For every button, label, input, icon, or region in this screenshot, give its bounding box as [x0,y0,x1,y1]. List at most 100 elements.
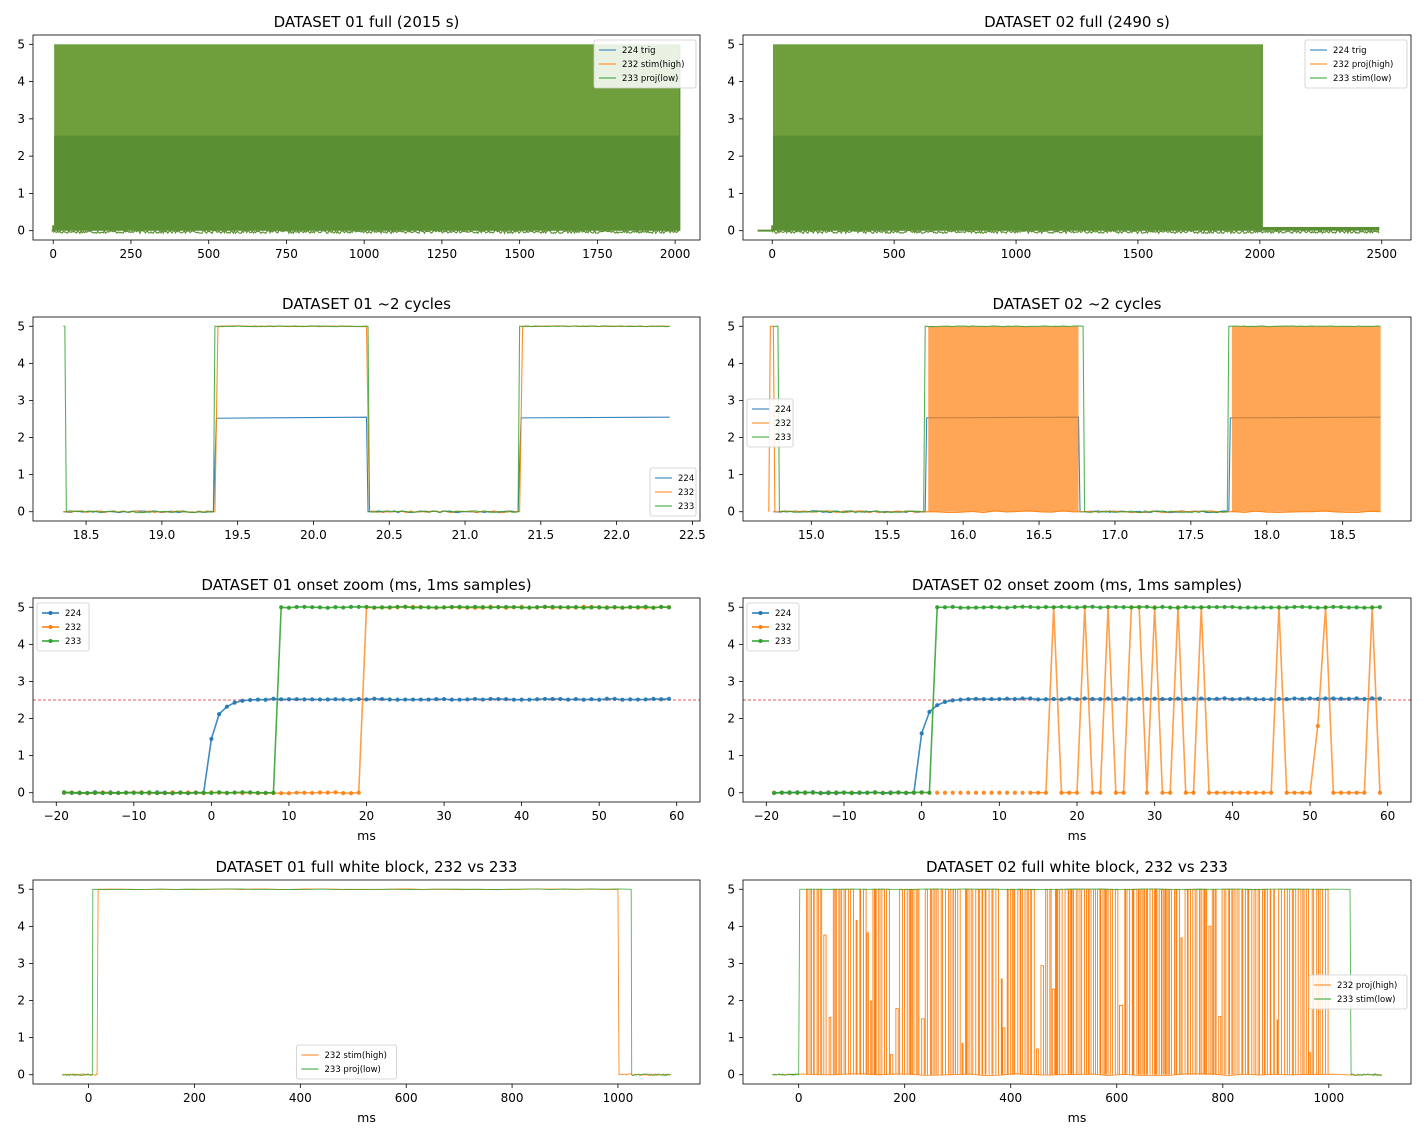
marker-233 [170,791,175,796]
plot-area [757,44,1380,235]
chart-ds02_block: DATASET 02 full white block, 232 vs 233 0… [727,858,1412,1125]
legend-label: 224 [65,609,81,619]
marker-233 [403,604,408,609]
marker-233 [217,790,222,795]
marker-224 [628,697,633,702]
marker-233 [1175,605,1181,610]
x-tick-label: 0 [768,247,776,261]
series-line-224 [63,416,670,514]
marker-233 [779,790,784,795]
marker-232 [1238,790,1243,795]
legend-marker [758,625,763,629]
marker-224 [356,696,361,702]
marker-224 [550,696,555,702]
marker-233 [61,790,67,795]
marker-224 [1105,696,1111,701]
marker-232 [1284,790,1289,795]
y-tick-label: 0 [727,224,735,238]
marker-233 [317,605,323,610]
y-tick-label: 1 [727,468,735,482]
y-tick-label: 5 [17,319,25,333]
x-tick-label: 1500 [504,247,535,261]
y-tick-label: 3 [727,674,735,688]
legend-label: 232 [678,488,694,498]
marker-233 [942,605,948,610]
marker-233 [147,790,152,795]
x-tick-label: 800 [501,1091,524,1105]
marker-233 [108,791,113,796]
marker-224 [1269,697,1274,702]
y-tick-label: 3 [17,112,25,126]
marker-224 [472,696,478,702]
marker-224 [1012,697,1017,702]
y-tick-label: 5 [727,319,735,333]
marker-233 [457,604,462,609]
marker-233 [263,790,268,795]
marker-224 [1059,697,1064,702]
marker-232 [1098,790,1103,795]
marker-233 [542,604,547,609]
marker-233 [186,791,191,796]
marker-224 [989,696,994,702]
legend-label: 224 [775,609,791,619]
marker-224 [511,697,516,702]
marker-224 [1152,696,1157,701]
legend-marker [48,639,53,643]
marker-224 [488,696,493,702]
chart-title: DATASET 01 ~2 cycles [282,295,451,313]
marker-233 [434,605,439,610]
baseline-start [757,225,774,232]
marker-233 [1113,604,1118,610]
marker-233 [989,604,994,610]
marker-232 [1346,790,1351,795]
marker-224 [372,696,377,701]
marker-232 [1074,790,1080,795]
marker-224 [1377,696,1383,701]
marker-232 [1183,790,1188,795]
x-tick-label: 20 [1069,809,1084,823]
marker-233 [1331,604,1336,609]
marker-233 [1276,605,1282,610]
marker-224 [927,709,932,714]
marker-232 [1067,790,1072,795]
x-tick-label: 20 [359,809,374,823]
marker-224 [217,711,222,717]
marker-233 [635,605,641,610]
marker-233 [1338,604,1344,610]
x-tick-label: 16.5 [1026,528,1053,542]
legend-label: 233 proj(low) [622,74,678,84]
marker-224 [573,696,579,702]
marker-224 [966,697,971,702]
marker-233 [973,605,979,610]
marker-224 [958,697,963,702]
marker-233 [341,605,346,610]
x-tick-label: 16.0 [950,528,977,542]
band-1 [54,135,680,231]
series-line-224 [64,697,670,795]
marker-233 [1059,604,1064,609]
marker-232 [348,791,354,796]
marker-224 [997,697,1002,702]
y-tick-label: 1 [727,186,735,200]
x-tick-label: 1000 [1001,247,1032,261]
legend-label: 224 trig [622,46,656,56]
marker-233 [131,790,136,795]
marker-232 [1292,790,1297,795]
y-tick-label: 5 [17,882,25,896]
marker-232 [286,791,292,796]
marker-224 [271,696,276,701]
marker-232 [1113,790,1118,795]
marker-233 [1292,604,1297,610]
marker-224 [209,736,214,742]
x-tick-label: 15.5 [874,528,901,542]
marker-224 [981,697,986,702]
marker-224 [1144,696,1150,702]
baseline-noise [771,229,1380,235]
marker-233 [1238,605,1243,610]
marker-233 [302,604,307,609]
chart-title: DATASET 01 onset zoom (ms, 1ms samples) [201,576,531,594]
flicker-232 proj(high) [806,888,1329,1075]
y-tick-label: 0 [727,1068,735,1082]
marker-233 [659,604,664,610]
marker-233 [69,790,74,795]
